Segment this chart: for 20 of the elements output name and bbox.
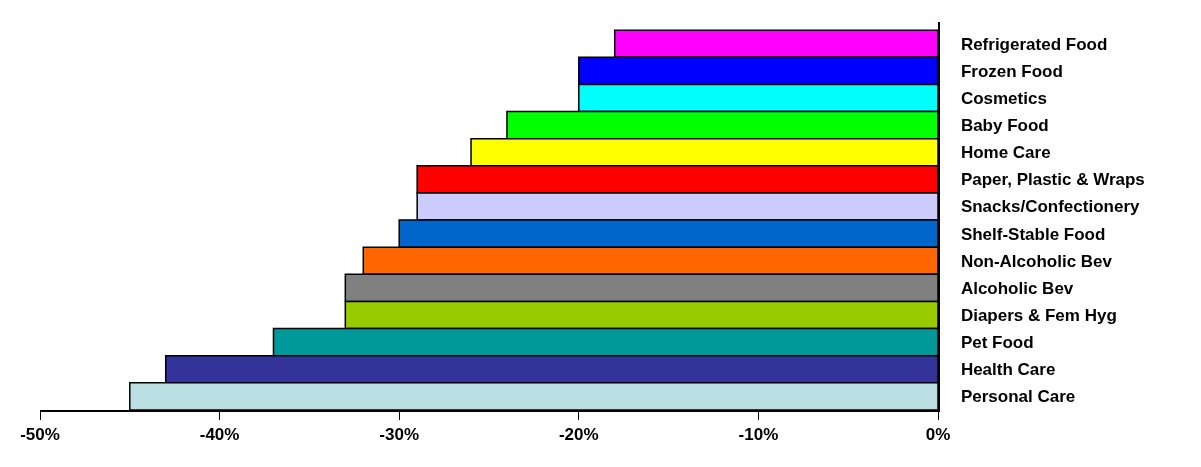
x-tick-label: -10%: [738, 424, 779, 444]
y-tick-label: Frozen Food: [960, 61, 1063, 81]
y-tick-label: Shelf-Stable Food: [960, 224, 1106, 244]
y-tick-label: Health Care: [960, 360, 1056, 380]
y-tick-label: Alcoholic Bev: [960, 278, 1074, 298]
y-tick-label: Refrigerated Food: [960, 34, 1108, 54]
y-tick-label: Pet Food: [960, 333, 1034, 353]
x-tick-label: -30%: [379, 424, 420, 444]
x-tick-label: 0%: [925, 424, 951, 444]
y-tick-label: Personal Care: [960, 387, 1076, 407]
y-tick-label: Cosmetics: [960, 88, 1047, 108]
x-tick-label: -40%: [199, 424, 240, 444]
y-tick-label: Home Care: [960, 143, 1051, 163]
y-tick-label: Paper, Plastic & Wraps: [960, 170, 1145, 190]
y-tick-label: Baby Food: [960, 116, 1049, 136]
y-tick-label: Snacks/Confectionery: [960, 197, 1140, 217]
x-tick-label: -50%: [20, 424, 60, 444]
y-tick-label: Diapers & Fem Hyg: [960, 305, 1117, 325]
y-tick-label: Non-Alcoholic Bev: [960, 251, 1113, 271]
x-tick-label: -20%: [558, 424, 599, 444]
